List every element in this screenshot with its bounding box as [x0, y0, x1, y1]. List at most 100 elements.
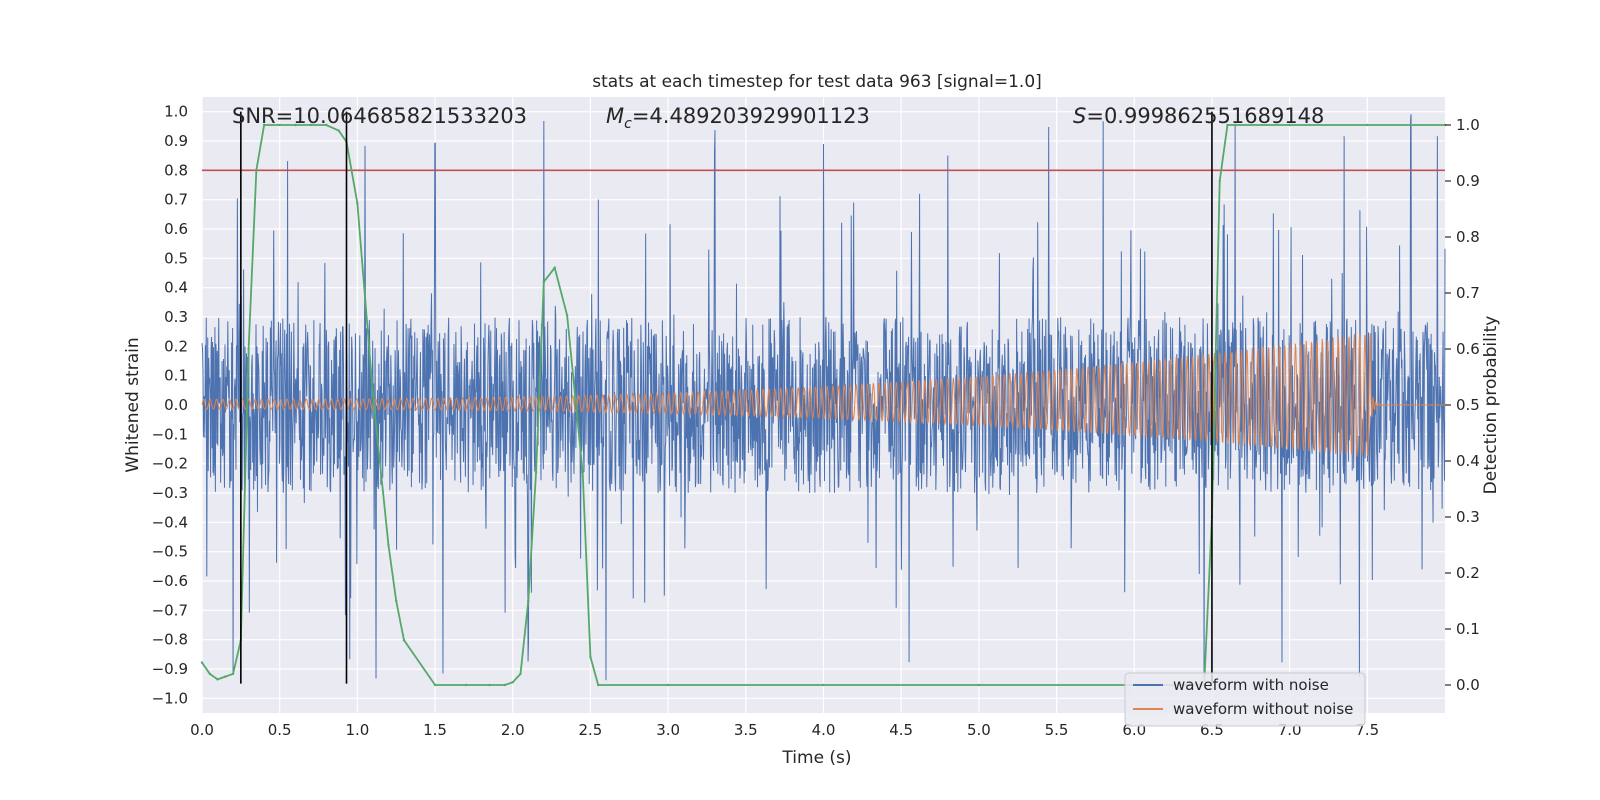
x-tick-label: 4.5 — [889, 721, 913, 739]
chirp-mass-subscript: c — [624, 116, 632, 132]
y2-tick-label: 0.3 — [1456, 508, 1480, 526]
detection-probability-point — [511, 681, 514, 684]
y-tick-label: 0.3 — [164, 308, 188, 326]
detection-probability-point — [1288, 123, 1291, 127]
y-tick-label: −0.4 — [152, 513, 188, 531]
series-waveform-without-noise — [201, 333, 1445, 457]
detection-probability-point — [356, 202, 359, 205]
y-tick-label: −0.1 — [152, 425, 188, 443]
y-tick-label: 1.0 — [164, 103, 188, 121]
x-tick-label: 2.5 — [579, 721, 603, 739]
y-tick-label: −0.3 — [152, 484, 188, 502]
y-tick-label: −0.5 — [152, 543, 188, 561]
x-tick-label: 1.5 — [423, 721, 447, 739]
x-tick-label: 3.5 — [734, 721, 758, 739]
y2-tick-label: 0.9 — [1456, 172, 1480, 190]
detection-probability-point — [534, 471, 538, 474]
y-axis-label: Whitened strain — [123, 337, 143, 472]
detection-probability-point — [589, 655, 592, 659]
detection-probability-point — [216, 678, 219, 681]
y2-tick-label: 0.0 — [1456, 676, 1480, 694]
y-tick-label: −0.7 — [152, 601, 188, 619]
y-tick-label: −0.8 — [152, 631, 188, 649]
legend-frame — [1124, 672, 1366, 727]
detection-probability-point — [294, 123, 297, 127]
y2-tick-label: 0.7 — [1456, 284, 1480, 302]
detection-probability-point — [402, 639, 406, 642]
y2-tick-label: 0.6 — [1456, 340, 1480, 358]
detection-probability-point — [527, 599, 530, 603]
x-tick-label: 4.0 — [812, 721, 836, 739]
y-tick-label: −0.6 — [152, 572, 188, 590]
chirp-mass-symbol: M — [606, 104, 624, 128]
detection-probability-point — [387, 543, 390, 547]
detection-probability-point — [309, 123, 312, 127]
y-tick-label: 0.7 — [164, 191, 188, 209]
y-tick-label: 0.0 — [164, 396, 188, 414]
detection-probability-point — [542, 280, 546, 283]
detection-probability-point — [1366, 123, 1369, 127]
detection-probability-point — [581, 471, 584, 474]
detection-probability-point — [231, 672, 235, 675]
y-tick-label: 0.8 — [164, 161, 188, 179]
detection-probability-point — [255, 168, 258, 171]
y2-tick-label: 0.1 — [1456, 620, 1480, 638]
detection-probability-point — [519, 672, 522, 675]
y-tick-label: 0.9 — [164, 132, 188, 150]
y-tick-label: 0.5 — [164, 249, 188, 267]
y2-tick-label: 0.8 — [1456, 228, 1480, 246]
x-axis-label: Time (s) — [781, 748, 851, 768]
y-tick-label: −1.0 — [152, 689, 188, 707]
snr-annotation: SNR=10.064685821533203 — [232, 104, 527, 128]
x-tick-label: 0.5 — [268, 721, 292, 739]
detection-probability-point — [464, 683, 468, 687]
detection-probability-point — [597, 683, 600, 687]
detection-probability-point — [977, 683, 981, 687]
chart-title: stats at each timestep for test data 963… — [592, 72, 1042, 92]
chirp-mass-value: =4.489203929901123 — [632, 104, 870, 128]
y-tick-label: 0.1 — [164, 367, 188, 385]
y2-tick-label: 0.5 — [1456, 396, 1480, 414]
s-value: =0.999862551689148 — [1086, 104, 1324, 128]
detection-probability-point — [325, 123, 328, 127]
legend-label-noise: waveform with noise — [1173, 676, 1329, 694]
detection-probability-point — [1218, 179, 1221, 183]
detection-probability-point — [200, 661, 204, 664]
y-tick-label: 0.2 — [164, 337, 188, 355]
x-tick-label: 3.0 — [656, 721, 680, 739]
legend-label-clean: waveform without noise — [1173, 700, 1353, 718]
marker-lines — [240, 111, 1213, 684]
chirp-mass-annotation: Mc=4.489203929901123 — [606, 104, 870, 132]
y2-tick-label: 0.4 — [1456, 452, 1480, 470]
legend: waveform with noise waveform without noi… — [1124, 672, 1366, 727]
y2-axis-label: Detection probability — [1481, 316, 1501, 495]
detection-probability-point — [666, 683, 670, 687]
x-tick-label: 1.0 — [345, 721, 369, 739]
detection-probability-point — [565, 314, 569, 317]
x-tick-label: 5.0 — [967, 721, 991, 739]
detection-probability-point — [208, 672, 211, 675]
detection-probability-point — [247, 347, 250, 351]
detection-probability-point — [224, 675, 227, 678]
y-tick-label: −0.9 — [152, 660, 188, 678]
detection-probability-point — [488, 683, 491, 687]
x-tick-label: 5.5 — [1045, 721, 1069, 739]
y2-tick-label: 0.2 — [1456, 564, 1480, 582]
detection-probability-point — [337, 129, 340, 132]
detection-probability-point — [433, 683, 437, 687]
s-annotation: S=0.999862551689148 — [1073, 104, 1324, 128]
s-symbol: S — [1073, 104, 1086, 128]
detection-probability-point — [503, 683, 507, 687]
detection-probability-point — [822, 683, 825, 687]
detection-probability-point — [278, 123, 281, 127]
y-tick-label: 0.4 — [164, 279, 188, 297]
detection-probability-point — [553, 266, 556, 269]
detection-probability-point — [371, 392, 375, 395]
x-tick-label: 0.0 — [190, 721, 214, 739]
detection-probability-point — [395, 599, 398, 603]
x-tick-label: 2.0 — [501, 721, 525, 739]
y-tick-label: −0.2 — [152, 455, 188, 473]
axes: 0.0 0.5 1.0 1.5 2.0 2.5 3.0 3.5 4.0 4.5 5.0 5.5 6.0 6… — [152, 103, 1480, 739]
